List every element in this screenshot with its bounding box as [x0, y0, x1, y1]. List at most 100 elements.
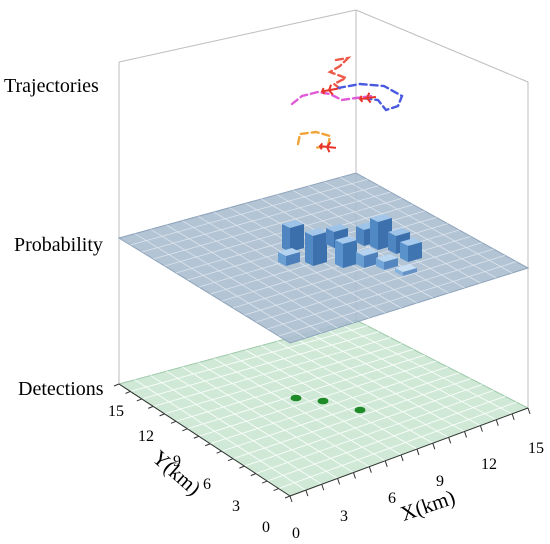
y-tick-label: 3 — [232, 498, 240, 515]
axis-tick — [479, 425, 483, 432]
probability-bar — [400, 238, 422, 262]
axis-tick — [250, 473, 256, 477]
x-tick-label: 9 — [436, 473, 444, 490]
axis-tick — [284, 495, 291, 499]
axis-tick — [337, 478, 341, 485]
probability-bar — [335, 236, 357, 268]
x-tick-label: 3 — [340, 508, 348, 525]
grid-line — [197, 362, 370, 468]
x-tick-labels: 0 3 6 9 12 15 — [292, 440, 544, 542]
axis-tick — [273, 488, 279, 491]
grid-line — [198, 360, 437, 437]
grid-line — [141, 185, 380, 253]
detection-layer — [117, 319, 530, 497]
axis-tick — [159, 413, 165, 417]
y-tick-labels: 0 3 6 9 12 15 — [108, 403, 270, 536]
axis-tick — [205, 443, 211, 447]
axis-tick — [527, 407, 531, 415]
x-tick-label: 12 — [481, 456, 497, 473]
trajectory-blue — [336, 82, 404, 112]
aircraft-icon — [320, 84, 339, 96]
grid-line — [340, 176, 513, 274]
detection-marker — [317, 397, 329, 405]
aircraft-icon — [318, 141, 337, 153]
axis-tick — [182, 428, 188, 432]
axis-ticks — [113, 383, 531, 503]
grid-line — [308, 332, 481, 426]
grid-line — [244, 384, 483, 467]
trajectory-orange — [296, 130, 332, 150]
probability-bar — [305, 228, 327, 266]
frame-edge-top-back-left — [118, 9, 357, 63]
grid-line — [141, 331, 380, 400]
y-tick-label: 9 — [173, 453, 181, 470]
axis-tick — [216, 450, 222, 454]
grid-line — [166, 224, 338, 329]
axis-tick — [148, 405, 154, 409]
trajectories-label: Trajectories — [4, 75, 99, 97]
y-tick-label: 0 — [262, 519, 270, 536]
grid-line — [324, 328, 497, 421]
frame-edge-top-back-right — [355, 9, 529, 83]
grid-line — [134, 233, 307, 339]
grid-line — [213, 211, 386, 314]
axis-tick — [384, 460, 388, 467]
grid-line — [175, 348, 414, 422]
detections-label: Detections — [18, 378, 104, 400]
x-axis-line — [289, 407, 529, 497]
grid-line — [278, 401, 517, 489]
trajectory-red — [327, 56, 352, 92]
grid-line — [232, 235, 471, 309]
axis-tick — [321, 484, 325, 491]
trajectory-layer — [290, 56, 404, 150]
grid-line — [153, 191, 391, 260]
grid-line — [229, 353, 402, 456]
aircraft-markers — [318, 84, 377, 153]
axis-tick — [305, 489, 309, 497]
y-tick-label: 15 — [108, 403, 124, 420]
grid-line — [130, 178, 368, 246]
grid-line — [197, 215, 370, 319]
grid-line — [260, 345, 434, 444]
grid-line — [267, 395, 506, 482]
probability-label: Probability — [14, 234, 103, 256]
axis-tick — [432, 443, 436, 450]
axis-tick — [464, 431, 468, 438]
grid-line — [255, 248, 494, 323]
grid-line — [292, 336, 465, 432]
y-tick-label: 6 — [203, 476, 211, 493]
y-tick-label: 12 — [138, 428, 154, 445]
axis-tick — [262, 480, 268, 484]
grid-line — [153, 337, 391, 407]
axis-tick — [368, 466, 372, 473]
x-axis-title: X(km) — [397, 485, 458, 526]
probability-bar — [395, 264, 417, 276]
y-axis-line — [118, 383, 291, 497]
grid-line — [221, 372, 460, 452]
grid-line — [150, 375, 322, 485]
grid-line — [187, 354, 425, 430]
axis-lines — [118, 383, 529, 497]
grid-line — [278, 261, 517, 337]
trajectory-magenta — [290, 90, 374, 106]
axis-tick — [125, 391, 131, 394]
probability-bar — [356, 248, 378, 268]
grid-line — [255, 389, 494, 475]
grid-line — [166, 370, 338, 479]
probability-layer — [117, 172, 530, 344]
grid-line — [245, 202, 418, 304]
grid-line — [324, 181, 497, 279]
detection-marker — [290, 394, 302, 402]
x-tick-label: 15 — [528, 440, 544, 457]
grid-line — [181, 366, 354, 473]
grid-line — [213, 358, 386, 462]
axis-tick — [448, 437, 452, 444]
axis-tick — [227, 458, 234, 462]
x-tick-label: 0 — [292, 525, 300, 542]
grid-line — [210, 366, 448, 445]
grid-line — [245, 349, 418, 450]
probability-bar — [282, 220, 304, 252]
axis-tick — [416, 448, 420, 456]
